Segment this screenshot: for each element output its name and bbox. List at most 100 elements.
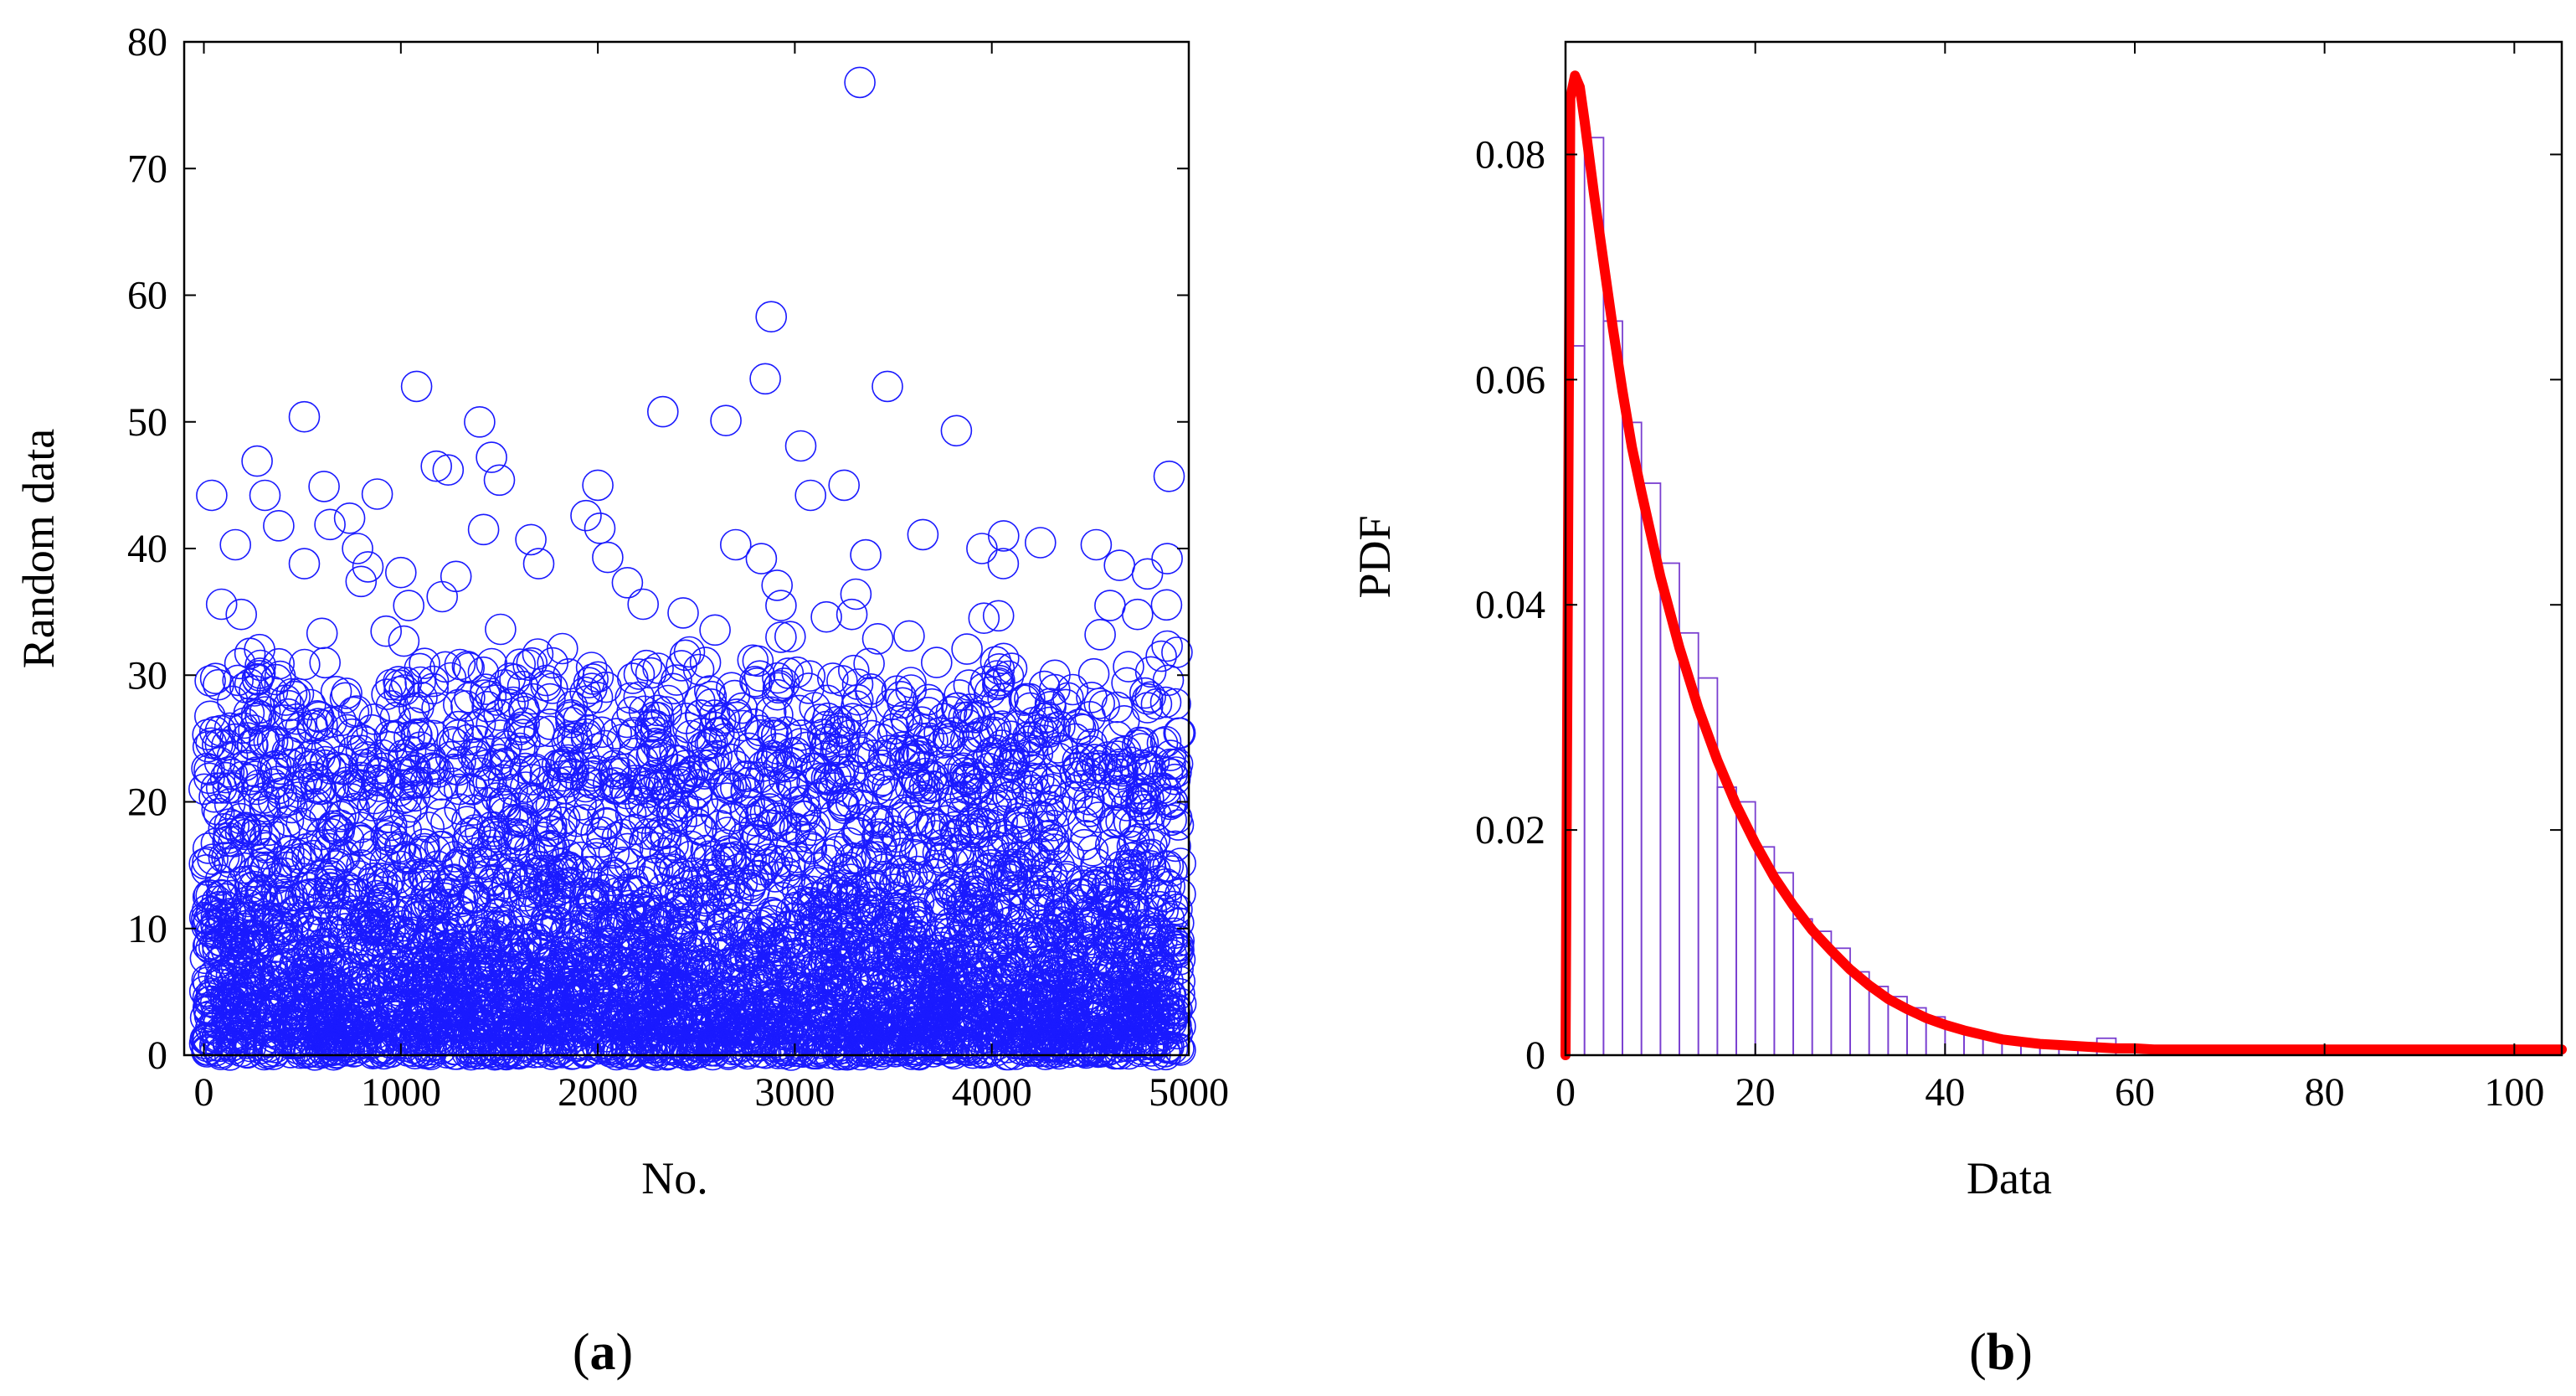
- scatter-point: [729, 1003, 762, 1035]
- scatter-point: [619, 737, 650, 770]
- scatter-point: [959, 1009, 990, 1041]
- scatter-point: [505, 806, 537, 838]
- scatter-point: [397, 970, 429, 1002]
- scatter-point: [704, 810, 737, 842]
- scatter-point: [1006, 1028, 1038, 1060]
- scatter-point: [776, 747, 808, 779]
- scatter-point: [230, 957, 263, 989]
- scatter-point: [462, 1008, 494, 1040]
- scatter-point: [712, 888, 744, 920]
- scatter-point: [1011, 770, 1044, 802]
- scatter-point: [296, 800, 327, 832]
- scatter-point: [625, 945, 657, 977]
- scatter-point: [699, 711, 731, 744]
- scatter-point: [1025, 527, 1057, 559]
- scatter-point: [587, 798, 620, 831]
- scatter-point: [908, 770, 941, 802]
- scatter-point: [336, 971, 368, 1003]
- scatter-point: [1118, 810, 1151, 842]
- scatter-point: [234, 920, 267, 953]
- scatter-point: [898, 947, 930, 979]
- scatter-point: [306, 617, 338, 650]
- scatter-point: [417, 672, 450, 705]
- scatter-point: [1036, 920, 1068, 952]
- scatter-point: [825, 1029, 856, 1062]
- scatter-point: [253, 1036, 285, 1068]
- scatter-point: [689, 646, 722, 678]
- scatter-point: [1068, 828, 1100, 861]
- scatter-point: [256, 725, 289, 757]
- scatter-point: [760, 719, 793, 752]
- scatter-point: [623, 658, 656, 690]
- scatter-point: [806, 992, 838, 1024]
- scatter-point: [657, 829, 689, 861]
- scatter-point: [809, 978, 841, 1010]
- scatter-point: [646, 934, 679, 966]
- scatter-point: [1144, 890, 1175, 923]
- scatter-point: [489, 797, 522, 829]
- scatter-point: [590, 671, 622, 703]
- scatter-point: [953, 1034, 985, 1066]
- scatter-point: [253, 814, 285, 847]
- scatter-point: [410, 889, 443, 920]
- scatter-point: [302, 962, 335, 994]
- panel-a: 0 1000 2000 3000 4000 5000 01020304050607080 …: [13, 20, 1229, 1381]
- scatter-point: [565, 971, 597, 1003]
- scatter-point: [803, 1032, 835, 1064]
- scatter-point: [855, 903, 887, 935]
- scatter-point: [938, 938, 969, 970]
- scatter-point: [445, 846, 476, 878]
- scatter-point: [1064, 713, 1097, 744]
- scatter-point: [201, 729, 234, 761]
- scatter-point: [852, 958, 884, 991]
- scatter-point: [848, 789, 880, 822]
- scatter-point: [491, 930, 523, 962]
- scatter-point: [410, 880, 442, 913]
- scatter-point: [241, 445, 273, 477]
- scatter-point: [835, 842, 867, 875]
- scatter-point: [192, 846, 224, 878]
- scatter-point: [1034, 688, 1067, 720]
- scatter-point: [552, 868, 584, 899]
- scatter-point: [885, 680, 917, 713]
- scatter-point: [561, 722, 594, 754]
- scatter-point: [234, 895, 266, 928]
- scatter-point: [342, 533, 373, 564]
- scatter-point: [840, 578, 872, 610]
- scatter-point: [1103, 549, 1135, 581]
- scatter-point: [373, 730, 406, 763]
- scatter-point: [240, 756, 273, 788]
- scatter-point: [996, 922, 1029, 955]
- scatter-point: [561, 909, 594, 942]
- scatter-point: [1118, 825, 1150, 858]
- scatter-point: [692, 977, 724, 1010]
- scatter-point: [917, 808, 949, 841]
- scatter-point: [686, 813, 717, 846]
- scatter-point: [314, 860, 346, 892]
- scatter-point: [217, 771, 249, 804]
- scatter-point: [992, 939, 1024, 971]
- scatter-point: [754, 696, 787, 729]
- scatter-point: [880, 881, 912, 914]
- scatter-point: [712, 816, 744, 848]
- scatter-point: [592, 541, 624, 574]
- scatter-point: [872, 921, 903, 954]
- scatter-point: [825, 736, 857, 769]
- scatter-point: [830, 1015, 862, 1048]
- scatter-point: [389, 796, 422, 828]
- scatter-point: [627, 1023, 659, 1054]
- scatter-point: [784, 1035, 817, 1068]
- scatter-point: [774, 621, 806, 653]
- scatter-point: [234, 864, 266, 897]
- scatter-point: [553, 721, 584, 753]
- scatter-point: [1004, 806, 1036, 838]
- scatter-point: [470, 826, 503, 858]
- scatter-point: [686, 889, 719, 922]
- scatter-point: [793, 1009, 825, 1042]
- scatter-point: [812, 982, 845, 1015]
- scatter-point: [484, 719, 517, 751]
- scatter-point: [747, 907, 779, 939]
- scatter-point: [1052, 983, 1084, 1016]
- scatter-point: [611, 832, 644, 865]
- scatter-point: [211, 998, 244, 1030]
